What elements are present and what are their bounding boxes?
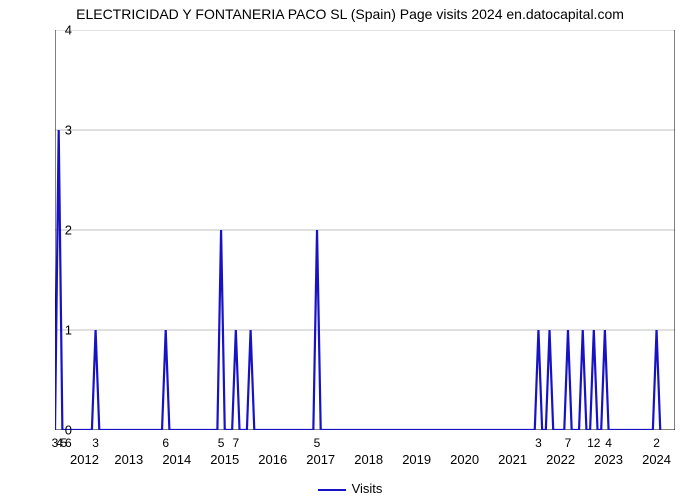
x-tick-label: 2 bbox=[653, 436, 660, 450]
y-tick-label: 2 bbox=[65, 223, 72, 238]
x-year-label: 2019 bbox=[402, 452, 431, 467]
x-year-label: 2023 bbox=[594, 452, 623, 467]
x-year-label: 2017 bbox=[306, 452, 335, 467]
x-year-label: 2014 bbox=[162, 452, 191, 467]
legend-swatch bbox=[318, 489, 346, 491]
legend: Visits bbox=[0, 481, 700, 496]
legend-label: Visits bbox=[352, 481, 383, 496]
x-tick-label: 12 bbox=[587, 436, 600, 450]
y-tick-label: 1 bbox=[65, 323, 72, 338]
x-tick-label: 5 bbox=[314, 436, 321, 450]
x-tick-label: 4 bbox=[605, 436, 612, 450]
plot-area bbox=[55, 30, 675, 430]
y-tick-label: 4 bbox=[65, 23, 72, 38]
x-tick-label: 6 bbox=[162, 436, 169, 450]
x-tick-label: 6 bbox=[65, 436, 72, 450]
x-tick-label: 5 bbox=[218, 436, 225, 450]
x-year-label: 2021 bbox=[498, 452, 527, 467]
y-tick-label: 3 bbox=[65, 123, 72, 138]
x-tick-label: 7 bbox=[232, 436, 239, 450]
chart-container: ELECTRICIDAD Y FONTANERIA PACO SL (Spain… bbox=[0, 0, 700, 500]
chart-title: ELECTRICIDAD Y FONTANERIA PACO SL (Spain… bbox=[0, 6, 700, 22]
x-year-label: 2015 bbox=[210, 452, 239, 467]
x-tick-label: 3 bbox=[92, 436, 99, 450]
x-tick-label: 3 bbox=[535, 436, 542, 450]
x-year-label: 2024 bbox=[642, 452, 671, 467]
x-tick-label: 7 bbox=[565, 436, 572, 450]
x-year-label: 2016 bbox=[258, 452, 287, 467]
x-year-label: 2013 bbox=[114, 452, 143, 467]
x-year-label: 2012 bbox=[70, 452, 99, 467]
x-year-label: 2018 bbox=[354, 452, 383, 467]
x-year-label: 2022 bbox=[546, 452, 575, 467]
x-year-label: 2020 bbox=[450, 452, 479, 467]
